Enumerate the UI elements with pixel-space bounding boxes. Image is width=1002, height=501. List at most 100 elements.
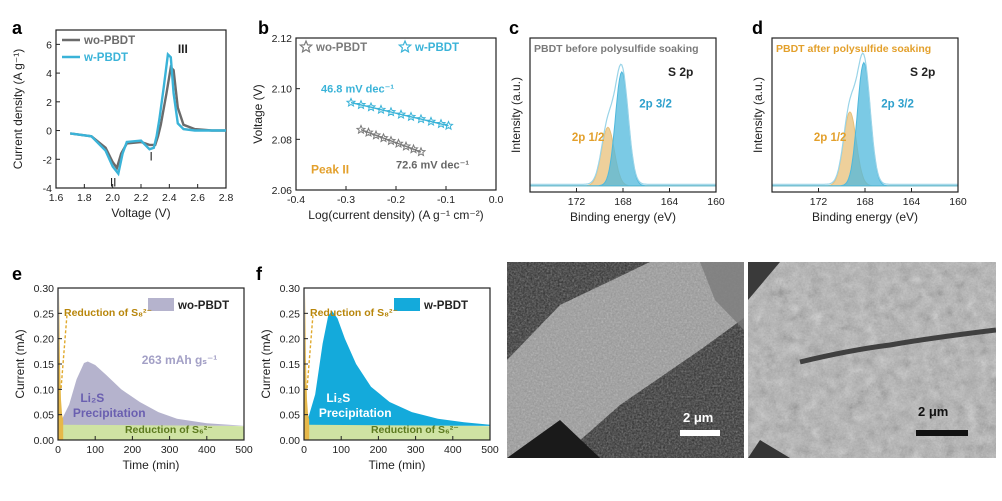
y-tick-label: 2.06 [272, 185, 293, 197]
reduction-s6-area [304, 423, 490, 440]
scale-bar-g [680, 430, 720, 436]
y-tick-label: 0.30 [280, 283, 301, 295]
xps-envelope [530, 63, 716, 185]
x-tick-label: 0 [55, 444, 61, 456]
capacity-label: 436 mAh gₛ⁻¹ [358, 353, 434, 367]
peak-label: Peak II [311, 163, 349, 177]
cv-chart: 1.6 1.8 2.0 2.2 2.4 2.6 2.8 -4 -2 0 2 4 6 Voltage (V)… [11, 29, 234, 220]
y-axis-label: Current (mA) [259, 329, 273, 398]
panel-letter-b: b [258, 18, 269, 38]
x-tick-label: 300 [161, 444, 179, 456]
x-tick-label: 300 [407, 444, 425, 456]
annotation-arrow [60, 315, 68, 390]
reduction-s8-area [304, 293, 310, 440]
panel-letter-f: f [256, 264, 263, 284]
data-point [435, 118, 447, 129]
xps-envelope [772, 52, 958, 185]
y-tick-label: 6 [46, 39, 52, 51]
li2s-precipitation-area [61, 361, 245, 426]
legend-label: w-PBDT [423, 300, 468, 312]
x-axis-label: Time (min) [123, 458, 180, 472]
data-point [345, 97, 357, 108]
y-axis-label: Intensity (a.u.) [509, 77, 523, 153]
x-tick-label: 164 [661, 196, 679, 208]
reduction-s8-area [58, 293, 64, 440]
region-label: S 2p [910, 65, 935, 79]
chart-title: PBDT before polysulfide soaking [534, 43, 699, 55]
x-tick-label: 100 [86, 444, 104, 456]
x-tick-label: 1.6 [49, 192, 64, 204]
x-tick-label: 2.2 [134, 192, 149, 204]
x-tick-label: 164 [903, 196, 921, 208]
x-axis-label: Binding energy (eV) [570, 210, 676, 224]
x-tick-label: 500 [235, 444, 253, 456]
peak-label: 2p 3/2 [639, 98, 672, 110]
data-point [385, 135, 397, 146]
y-tick-label: 2.12 [272, 33, 293, 45]
y-tick-label: 0 [46, 126, 52, 138]
y-tick-label: 0.00 [34, 435, 55, 447]
panel-letter-d: d [752, 18, 763, 38]
x-tick-label: 2.4 [162, 192, 177, 204]
series-line [70, 64, 226, 171]
x-tick-label: -0.2 [387, 194, 405, 206]
peak-label: III [178, 42, 188, 56]
annotation: Li₂S [80, 391, 104, 405]
x-tick-label: 200 [124, 444, 142, 456]
legend-label: wo-PBDT [83, 35, 135, 47]
y-tick-label: 2 [46, 97, 52, 109]
x-tick-label: 200 [370, 444, 388, 456]
y-tick-label: 0.05 [34, 410, 55, 422]
legend-label: wo-PBDT [315, 42, 367, 54]
data-point [415, 113, 427, 124]
panel-letter-e: e [12, 264, 22, 284]
data-point [385, 106, 397, 117]
slope-label: 72.6 mV dec⁻¹ [396, 159, 469, 171]
data-point [393, 138, 404, 149]
xps-peak [771, 61, 959, 187]
x-tick-label: 400 [198, 444, 216, 456]
xps-peak [529, 70, 717, 187]
x-axis-label: Voltage (V) [111, 206, 170, 220]
reduction-s6-area [58, 423, 244, 440]
data-point [400, 140, 412, 151]
annotation: Reduction of S₆²⁻ [371, 424, 459, 436]
x-tick-label: 2.8 [219, 192, 234, 204]
y-axis-label: Voltage (V) [251, 84, 265, 143]
legend-marker [397, 39, 413, 54]
data-point [365, 101, 377, 112]
x-tick-label: 0 [301, 444, 307, 456]
data-point [378, 132, 389, 143]
fit-line [350, 101, 449, 127]
x-tick-label: 172 [568, 196, 586, 208]
series-line [70, 51, 226, 177]
scale-label-g: 2 μm [683, 410, 713, 425]
plot-frame [55, 29, 227, 189]
li2s-precipitation-area [307, 310, 490, 426]
data-point [395, 108, 407, 119]
y-axis-label: Intensity (a.u.) [751, 77, 765, 153]
data-point [363, 126, 374, 137]
y-tick-label: 0.30 [34, 283, 55, 295]
x-tick-label: 2.6 [190, 192, 205, 204]
legend-swatch [148, 298, 174, 311]
sem-image-g [507, 262, 744, 458]
capacity-label: 263 mAh gₛ⁻¹ [142, 353, 218, 367]
tafel-chart: -0.4 -0.3 -0.2 -0.1 0.0 2.06 2.08 2.10 2.12 Log(c… [251, 33, 503, 222]
y-tick-label: -4 [43, 183, 52, 195]
peak-label: II [110, 176, 117, 190]
y-tick-label: 0.25 [280, 308, 301, 320]
y-tick-label: 0.00 [280, 435, 301, 447]
annotation-arrow [306, 315, 314, 390]
x-tick-label: 400 [444, 444, 462, 456]
x-axis-label: Binding energy (eV) [812, 210, 918, 224]
data-point [355, 99, 367, 110]
potentiostatic-w-chart: 0 100 200 300 400 500 0.00 0.05 0.10 0.15 0.20 0.25… [259, 283, 499, 472]
x-axis-label: Time (min) [369, 458, 426, 472]
x-tick-label: 168 [856, 196, 874, 208]
y-tick-label: 0.15 [34, 359, 55, 371]
x-tick-label: -0.3 [337, 194, 355, 206]
peak-label: I [150, 150, 153, 164]
xps-after-chart: 172 168 164 160 Binding energy (eV) Intensity… [751, 37, 967, 224]
x-tick-label: 160 [707, 196, 725, 208]
